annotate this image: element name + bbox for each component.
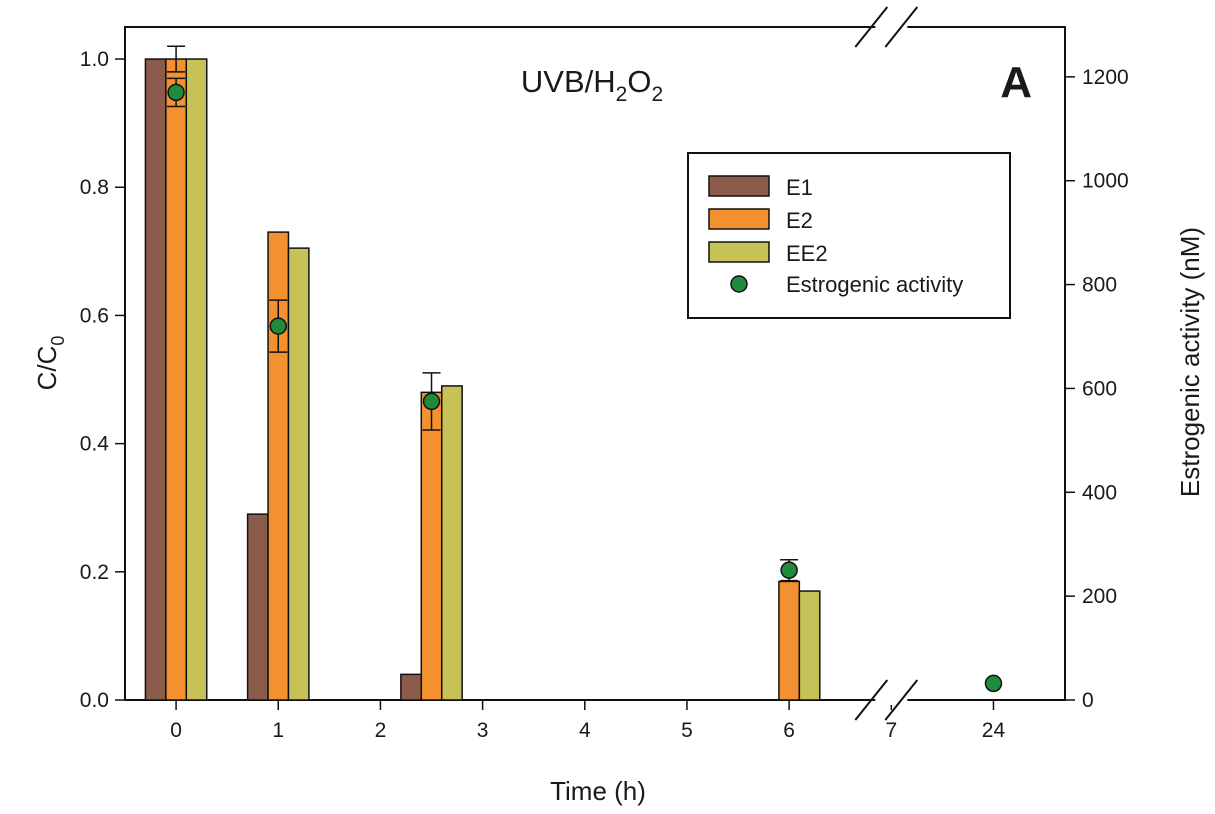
legend-swatch-e2: [708, 208, 770, 230]
x-tick-label-0: 0: [170, 719, 182, 742]
x-tick-label-3: 3: [477, 719, 489, 742]
y-right-tick-label-0: 0: [1082, 689, 1094, 712]
x-tick-label-5: 5: [681, 719, 693, 742]
bar-e2-0: [165, 58, 188, 701]
activity-point-1: [269, 317, 288, 335]
y-right-tick-label-6: 1200: [1082, 66, 1129, 89]
axis-break-slash-a-0: [854, 6, 889, 48]
y-left-tick-label-5: 1.0: [80, 48, 109, 71]
plot-frame: [124, 26, 1066, 701]
axis-break-slash-b-1: [884, 679, 919, 721]
y-left-tick-label-1: 0.2: [80, 561, 109, 584]
axis-break-gap-0: [875, 22, 908, 32]
y-right-tick-label-1: 200: [1082, 585, 1117, 608]
svg-text:Estrogenic activity (nM): Estrogenic activity (nM): [1175, 227, 1205, 497]
activity-point-0: [167, 83, 185, 102]
bar-ee2-0: [185, 58, 208, 701]
legend: E1 E2 EE2 Estrogenic activity: [687, 152, 1011, 319]
axis-break-slash-a-1: [854, 679, 889, 721]
y-right-tick-label-5: 1000: [1082, 170, 1129, 193]
activity-point-3: [780, 561, 798, 579]
legend-label-e2: E2: [786, 208, 813, 233]
y-left-tick-label-0: 0.0: [80, 689, 109, 712]
legend-marker-activity: [730, 275, 748, 293]
activity-point-2: [422, 392, 441, 411]
bar-e1-1: [246, 513, 269, 701]
annotation-sub-1: 2: [616, 83, 628, 106]
bar-e2-2: [420, 391, 443, 701]
annotation-sub-2: 2: [651, 83, 663, 106]
y-left-tick-label-4: 0.8: [80, 176, 109, 199]
x-tick-label-7: 7: [885, 719, 897, 742]
bar-ee2-2: [440, 385, 463, 701]
activity-points-layer: [167, 83, 1003, 693]
treatment-annotation: UVB/H2O2: [521, 64, 663, 106]
x-tick-label-6: 6: [783, 719, 795, 742]
y-right-tick-label-2: 400: [1082, 481, 1117, 504]
bar-ee2-3: [798, 590, 821, 701]
legend-swatch-e1: [708, 175, 770, 197]
legend-label-activity: Estrogenic activity: [786, 272, 963, 297]
y-axis-title-left: C/C0: [32, 336, 68, 391]
bar-e2-3: [778, 580, 801, 701]
legend-label-ee2: EE2: [786, 241, 828, 266]
axes-layer: 0 1 2 3 4 5 6 7 24 0.0 0.2 0.4 0.6 0.8 1.0 0 200 400 600 80…: [80, 48, 1129, 742]
x-tick-label-2: 2: [375, 719, 387, 742]
svg-text:C/C0: C/C0: [32, 336, 68, 391]
x-tick-label-4: 4: [579, 719, 591, 742]
y-right-tick-label-4: 800: [1082, 274, 1117, 297]
x-tick-label-1: 1: [272, 719, 284, 742]
bar-e1-0: [144, 58, 167, 701]
x-axis-title: Time (h): [550, 776, 646, 806]
y-left-tick-label-2: 0.4: [80, 433, 110, 456]
y-axis-title-right: Estrogenic activity (nM): [1175, 227, 1205, 497]
bar-e1-2: [400, 673, 423, 701]
bar-ee2-1: [287, 247, 310, 701]
axis-break-slash-b-0: [884, 6, 919, 48]
bars-layer: [144, 58, 821, 701]
y-right-tick-label-3: 600: [1082, 377, 1117, 400]
axis-break-marks: [854, 6, 919, 721]
panel-label: A: [1000, 58, 1032, 107]
activity-point-4: [984, 674, 1003, 693]
legend-swatch-ee2: [708, 241, 770, 263]
x-tick-label-8: 24: [982, 719, 1006, 742]
legend-label-e1: E1: [786, 175, 813, 200]
y-left-tick-label-3: 0.6: [80, 304, 109, 327]
axis-break-gap-1: [875, 695, 908, 705]
